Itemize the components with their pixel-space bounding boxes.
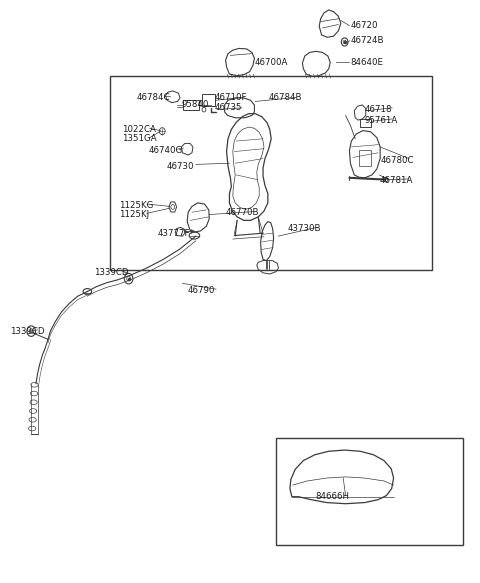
Text: 1125KJ: 1125KJ: [119, 210, 149, 219]
Bar: [276, 438, 463, 545]
Text: 46700A: 46700A: [254, 58, 288, 67]
Text: 46735: 46735: [215, 103, 242, 113]
Text: 46720: 46720: [350, 21, 378, 30]
Text: 46740G: 46740G: [149, 146, 183, 155]
Text: 84666H: 84666H: [316, 492, 350, 501]
Text: 43730B: 43730B: [288, 224, 322, 233]
Text: 1351GA: 1351GA: [122, 134, 157, 143]
Text: 46724B: 46724B: [350, 36, 384, 45]
Text: 46710F: 46710F: [215, 93, 248, 102]
Text: 46784B: 46784B: [269, 93, 302, 102]
Text: 46718: 46718: [365, 105, 392, 114]
Text: 46730: 46730: [167, 161, 194, 171]
Text: 46790: 46790: [187, 286, 215, 295]
Bar: [359, 150, 371, 166]
Text: 46781A: 46781A: [379, 176, 413, 185]
Bar: [360, 119, 371, 127]
Bar: [183, 100, 199, 110]
Bar: [110, 76, 432, 270]
Text: 46780C: 46780C: [381, 156, 414, 166]
Text: 95761A: 95761A: [365, 115, 398, 125]
Text: 46770B: 46770B: [226, 208, 259, 217]
Text: 84640E: 84640E: [350, 58, 384, 67]
Bar: [202, 94, 215, 106]
Text: 1125KG: 1125KG: [119, 201, 154, 210]
Text: 1339CD: 1339CD: [94, 268, 128, 278]
Text: 43777F: 43777F: [157, 229, 190, 238]
Text: 1339CD: 1339CD: [10, 326, 44, 336]
Text: 95840: 95840: [181, 100, 209, 110]
Text: 46784C: 46784C: [137, 93, 170, 102]
Text: 1022CA: 1022CA: [122, 125, 156, 134]
